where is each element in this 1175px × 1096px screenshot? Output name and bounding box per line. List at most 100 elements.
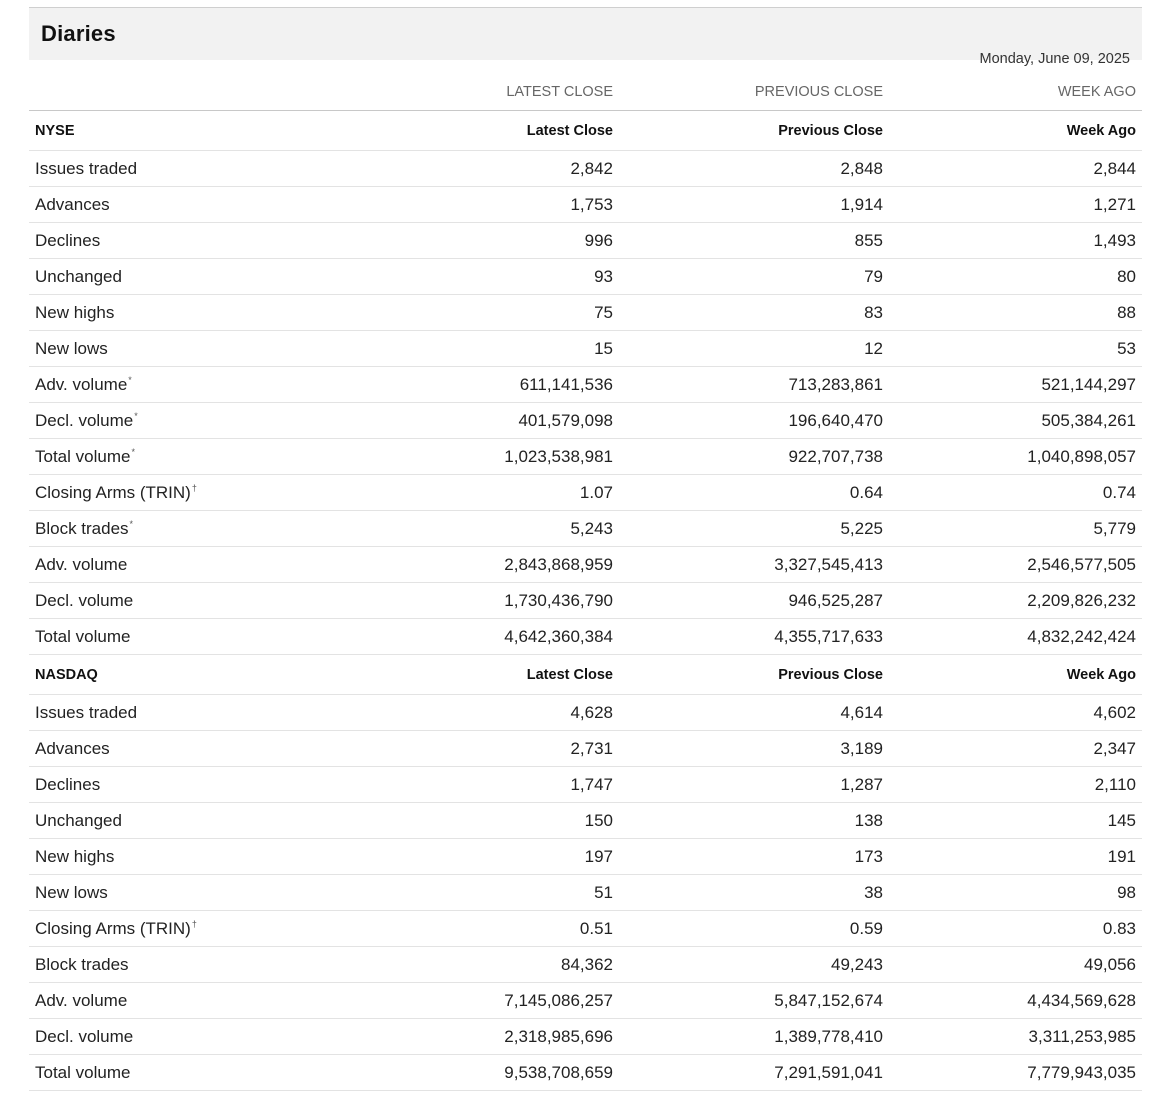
row-label-cell: Advances	[29, 186, 349, 223]
row-label: Issues traded	[35, 158, 138, 178]
week-ago-value: 1,493	[889, 222, 1142, 259]
section-header-nasdaq: NASDAQ Latest Close Previous Close Week Ago	[29, 654, 1142, 695]
row-label-cell: Issues traded	[29, 150, 349, 187]
row-label-cell: Unchanged	[29, 802, 349, 839]
latest-close-value: 9,538,708,659	[349, 1054, 619, 1091]
row-label-cell: Closing Arms (TRIN)†	[29, 474, 349, 511]
row-label: Advances	[35, 738, 110, 758]
row-label-cell: New highs	[29, 294, 349, 331]
previous-close-value: 855	[619, 222, 889, 259]
latest-close-value: 2,842	[349, 150, 619, 187]
previous-close-value: 138	[619, 802, 889, 839]
column-header-blank	[29, 74, 349, 111]
row-label: Closing Arms (TRIN)	[35, 918, 191, 938]
row-label: New lows	[35, 882, 108, 902]
table-row: Block trades 84,362 49,243 49,056	[29, 946, 1142, 983]
previous-close-value: 83	[619, 294, 889, 331]
diaries-table: LATEST CLOSE PREVIOUS CLOSE WEEK AGO NYS…	[29, 74, 1142, 1091]
footnote-mark: †	[191, 918, 197, 929]
row-label-cell: Total volume*	[29, 438, 349, 475]
week-ago-value: 521,144,297	[889, 366, 1142, 403]
row-label-cell: Advances	[29, 730, 349, 767]
row-label-cell: Declines	[29, 766, 349, 803]
latest-close-value: 0.51	[349, 910, 619, 947]
previous-close-value: 946,525,287	[619, 582, 889, 619]
row-label-cell: New highs	[29, 838, 349, 875]
week-ago-value: 4,434,569,628	[889, 982, 1142, 1019]
latest-close-value: 401,579,098	[349, 402, 619, 439]
row-label-cell: Issues traded	[29, 694, 349, 731]
row-label-cell: Closing Arms (TRIN)†	[29, 910, 349, 947]
table-body: NYSE Latest Close Previous Close Week Ago Is…	[29, 110, 1142, 1091]
row-label: Total volume	[35, 446, 131, 466]
previous-close-value: 1,287	[619, 766, 889, 803]
row-label: Total volume	[35, 626, 131, 646]
row-label: Decl. volume	[35, 590, 134, 610]
previous-close-value: 5,225	[619, 510, 889, 547]
section-header-week-ago: Week Ago	[889, 110, 1142, 151]
table-row: Decl. volume* 401,579,098 196,640,470 505,3…	[29, 402, 1142, 439]
previous-close-value: 7,291,591,041	[619, 1054, 889, 1091]
section-header-previous-close: Previous Close	[619, 654, 889, 695]
previous-close-value: 3,189	[619, 730, 889, 767]
week-ago-value: 0.83	[889, 910, 1142, 947]
footnote-mark: †	[191, 482, 197, 493]
page-title: Diaries	[41, 21, 116, 46]
week-ago-value: 2,347	[889, 730, 1142, 767]
previous-close-value: 4,355,717,633	[619, 618, 889, 655]
latest-close-value: 5,243	[349, 510, 619, 547]
previous-close-value: 4,614	[619, 694, 889, 731]
latest-close-value: 1,747	[349, 766, 619, 803]
latest-close-value: 4,642,360,384	[349, 618, 619, 655]
table-row: Advances 1,753 1,914 1,271	[29, 186, 1142, 223]
table-row: New lows 15 12 53	[29, 330, 1142, 367]
week-ago-value: 7,779,943,035	[889, 1054, 1142, 1091]
footnote-mark: *	[128, 374, 132, 385]
section-header-latest-close: Latest Close	[349, 654, 619, 695]
row-label: Advances	[35, 194, 110, 214]
title-bar: Diaries	[29, 7, 1142, 60]
table-row: Decl. volume 1,730,436,790 946,525,287 2,20…	[29, 582, 1142, 619]
row-label-cell: Decl. volume	[29, 1018, 349, 1055]
row-label: Issues traded	[35, 702, 138, 722]
week-ago-value: 4,832,242,424	[889, 618, 1142, 655]
footnote-mark: *	[131, 446, 135, 457]
latest-close-value: 4,628	[349, 694, 619, 731]
row-label-cell: Total volume	[29, 1054, 349, 1091]
week-ago-value: 2,546,577,505	[889, 546, 1142, 583]
row-label-cell: Decl. volume	[29, 582, 349, 619]
latest-close-value: 1,023,538,981	[349, 438, 619, 475]
previous-close-value: 0.64	[619, 474, 889, 511]
latest-close-value: 611,141,536	[349, 366, 619, 403]
week-ago-value: 5,779	[889, 510, 1142, 547]
table-row: Decl. volume 2,318,985,696 1,389,778,410 3,…	[29, 1018, 1142, 1055]
latest-close-value: 1.07	[349, 474, 619, 511]
table-row: Issues traded 2,842 2,848 2,844	[29, 150, 1142, 187]
latest-close-value: 84,362	[349, 946, 619, 983]
week-ago-value: 53	[889, 330, 1142, 367]
previous-close-value: 0.59	[619, 910, 889, 947]
week-ago-value: 0.74	[889, 474, 1142, 511]
row-label: Block trades	[35, 954, 129, 974]
row-label: Block trades	[35, 518, 129, 538]
row-label-cell: New lows	[29, 874, 349, 911]
table-row: New highs 75 83 88	[29, 294, 1142, 331]
previous-close-value: 49,243	[619, 946, 889, 983]
table-row: Unchanged 93 79 80	[29, 258, 1142, 295]
table-row: New highs 197 173 191	[29, 838, 1142, 875]
row-label: Total volume	[35, 1062, 131, 1082]
week-ago-value: 191	[889, 838, 1142, 875]
row-label-cell: Declines	[29, 222, 349, 259]
week-ago-value: 1,040,898,057	[889, 438, 1142, 475]
table-row: Issues traded 4,628 4,614 4,602	[29, 694, 1142, 731]
section-header-latest-close: Latest Close	[349, 110, 619, 151]
row-label-cell: Adv. volume	[29, 546, 349, 583]
column-header-previous-close: PREVIOUS CLOSE	[619, 74, 889, 111]
date-label: Monday, June 09, 2025	[979, 51, 1130, 67]
previous-close-value: 173	[619, 838, 889, 875]
previous-close-value: 12	[619, 330, 889, 367]
week-ago-value: 1,271	[889, 186, 1142, 223]
row-label: Closing Arms (TRIN)	[35, 482, 191, 502]
diaries-panel: Diaries Monday, June 09, 2025 LATEST CLO…	[29, 7, 1142, 1091]
table-row: New lows 51 38 98	[29, 874, 1142, 911]
